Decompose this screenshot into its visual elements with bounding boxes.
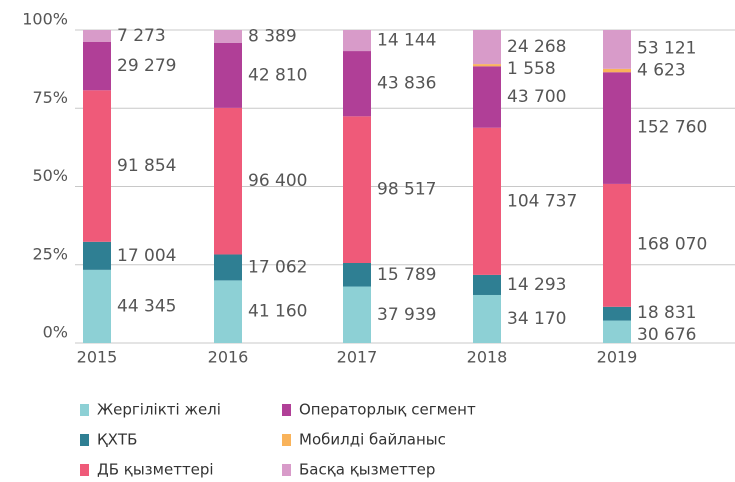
x-tick-label: 2016	[208, 348, 249, 367]
bar-segment	[603, 30, 631, 69]
value-label: 41 160	[248, 302, 307, 322]
value-label: 104 737	[507, 191, 577, 211]
y-tick-label: 25%	[32, 244, 68, 263]
bar-segment	[83, 30, 111, 42]
value-label: 152 760	[637, 117, 707, 137]
y-tick-label: 75%	[32, 88, 68, 107]
legend-label: Операторлық сегмент	[299, 401, 476, 419]
value-label: 34 170	[507, 309, 566, 329]
bar-segment	[603, 183, 631, 307]
bar-segment	[83, 269, 111, 343]
bar-segment	[473, 64, 501, 67]
value-label: 14 144	[377, 31, 436, 51]
value-label: 98 517	[377, 180, 436, 200]
bar-segment	[343, 30, 371, 52]
value-label: 43 836	[377, 74, 436, 94]
value-label: 24 268	[507, 37, 566, 57]
bar-segment	[214, 42, 242, 108]
x-tick-label: 2018	[467, 348, 508, 367]
value-label: 7 273	[117, 26, 166, 46]
bar-segment	[83, 241, 111, 270]
y-tick-label: 100%	[22, 10, 68, 29]
x-tick-label: 2017	[337, 348, 378, 367]
value-label: 30 676	[637, 325, 696, 345]
bar-segment	[343, 51, 371, 117]
bar-segment	[603, 68, 631, 73]
value-label: 44 345	[117, 296, 176, 316]
value-label: 42 810	[248, 65, 307, 85]
legend-swatch	[80, 464, 89, 476]
value-label: 37 939	[377, 305, 436, 325]
bar-segment	[473, 274, 501, 295]
y-tick-label: 50%	[32, 166, 68, 185]
legend-label: Жергілікті желі	[97, 401, 221, 419]
legend-swatch	[80, 404, 89, 416]
legend-swatch	[282, 404, 291, 416]
bar-segment	[343, 286, 371, 343]
value-label: 17 062	[248, 257, 307, 277]
legend-label: Мобилді байланыс	[299, 431, 446, 449]
value-label: 96 400	[248, 171, 307, 191]
bar-segment	[214, 254, 242, 281]
bar-segment	[343, 116, 371, 264]
bar-segment	[603, 72, 631, 184]
legend-swatch	[282, 464, 291, 476]
bar-segment	[83, 41, 111, 91]
bar-segment	[473, 294, 501, 343]
value-label: 53 121	[637, 39, 696, 59]
legend-swatch	[80, 434, 89, 446]
bar-segment	[214, 280, 242, 343]
value-label: 14 293	[507, 275, 566, 295]
bar-segment	[214, 30, 242, 43]
x-tick-label: 2015	[77, 348, 118, 367]
bar-segment	[473, 30, 501, 65]
legend-label: Басқа қызметтер	[299, 461, 435, 479]
value-label: 17 004	[117, 246, 176, 266]
legend-swatch	[282, 434, 291, 446]
bar-segment	[603, 320, 631, 343]
value-label: 43 700	[507, 87, 566, 107]
bar-segment	[473, 127, 501, 275]
bar-segment	[343, 263, 371, 287]
value-label: 18 831	[637, 303, 696, 323]
y-tick-label: 0%	[43, 323, 68, 342]
value-label: 15 789	[377, 265, 436, 285]
value-label: 29 279	[117, 56, 176, 76]
value-label: 91 854	[117, 156, 176, 176]
value-label: 8 389	[248, 26, 297, 46]
bar-segment	[603, 306, 631, 321]
value-label: 168 070	[637, 235, 707, 255]
legend-label: ҚХТБ	[97, 431, 137, 449]
x-tick-label: 2019	[597, 348, 638, 367]
bar-segment	[473, 66, 501, 128]
value-label: 1 558	[507, 59, 556, 79]
bar-segment	[83, 90, 111, 242]
legend-label: ДБ қызметтері	[97, 461, 214, 479]
value-label: 4 623	[637, 61, 686, 81]
bar-segment	[214, 107, 242, 255]
